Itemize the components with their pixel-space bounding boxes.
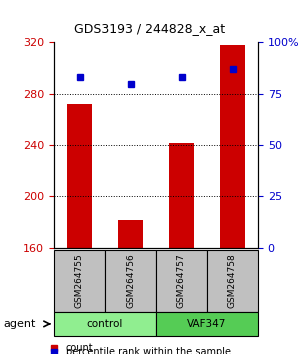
Text: agent: agent	[3, 319, 35, 329]
Text: GSM264755: GSM264755	[75, 253, 84, 308]
Text: control: control	[87, 319, 123, 329]
Bar	[220, 45, 245, 248]
Text: GSM264756: GSM264756	[126, 253, 135, 308]
Text: percentile rank within the sample: percentile rank within the sample	[66, 347, 231, 354]
Text: GDS3193 / 244828_x_at: GDS3193 / 244828_x_at	[74, 22, 226, 35]
Bar	[118, 219, 143, 248]
Text: GSM264757: GSM264757	[177, 253, 186, 308]
Text: VAF347: VAF347	[187, 319, 227, 329]
Bar	[169, 143, 194, 248]
Text: count: count	[66, 343, 94, 353]
Text: GSM264758: GSM264758	[228, 253, 237, 308]
Bar	[67, 104, 92, 248]
